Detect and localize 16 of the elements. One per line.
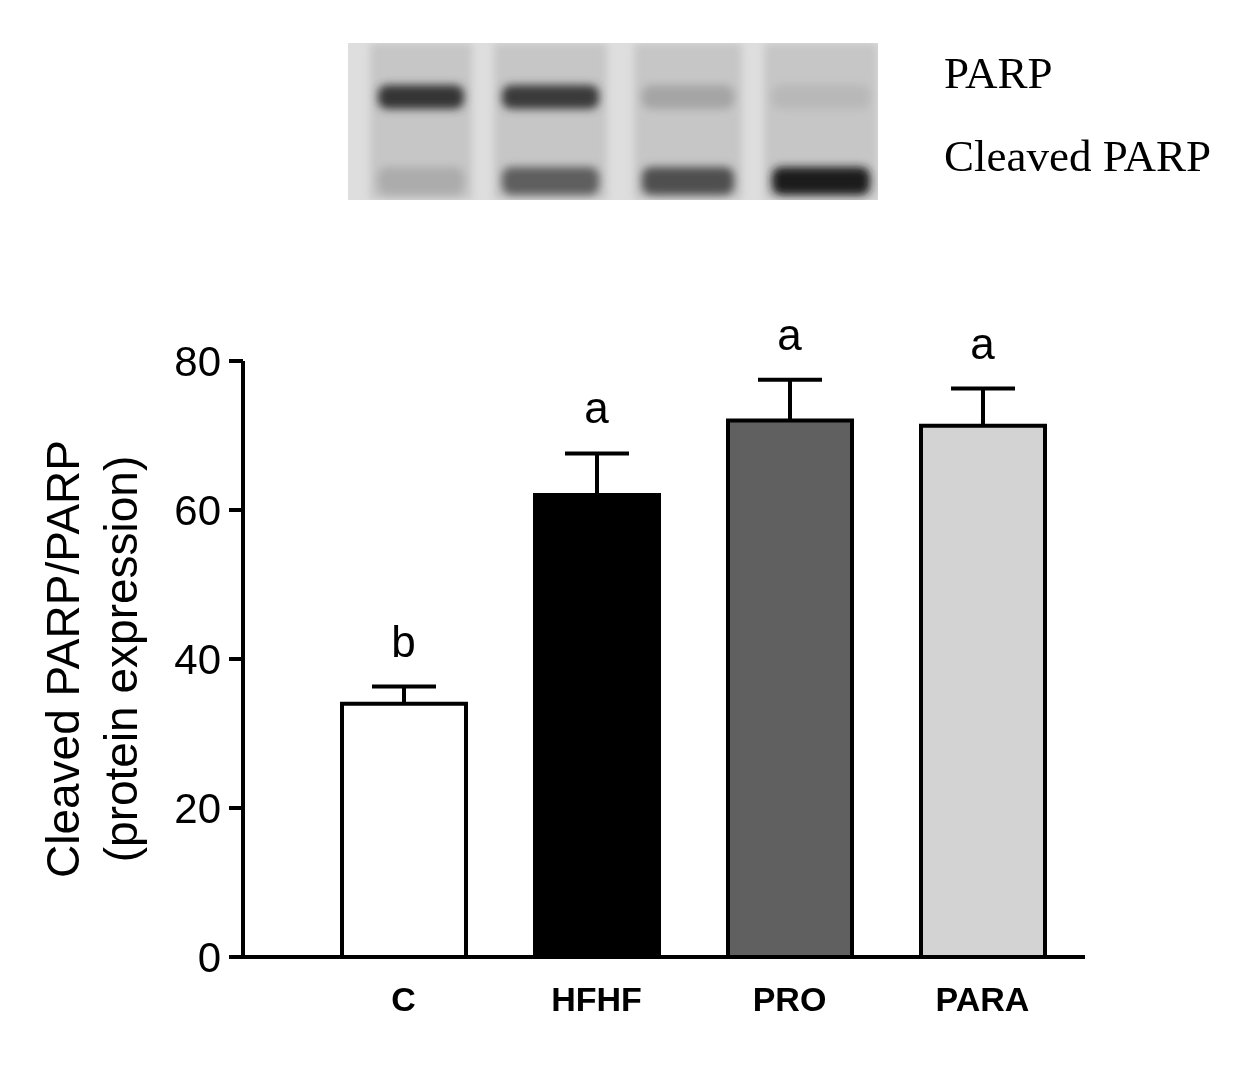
y-tick-label: 60: [174, 486, 221, 534]
x-tick-label: PARA: [935, 980, 1030, 1019]
x-tick-label: C: [391, 980, 416, 1019]
y-tick-label: 80: [174, 337, 221, 385]
y-tick-label: 0: [197, 933, 221, 981]
annotation: a: [584, 383, 610, 433]
y-tick-label: 40: [174, 635, 221, 683]
y-axis-title: Cleaved PARP/PARP (protein expression): [37, 439, 147, 879]
annotation: b: [391, 616, 416, 666]
y-tick-label: 20: [174, 784, 221, 832]
x-tick-label: PRO: [752, 980, 827, 1019]
text: PARP: [944, 47, 1053, 99]
annotation: a: [970, 318, 996, 368]
annotation: a: [777, 309, 803, 359]
x-tick-label: HFHF: [551, 980, 642, 1019]
text: Cleaved PARP: [944, 130, 1212, 182]
